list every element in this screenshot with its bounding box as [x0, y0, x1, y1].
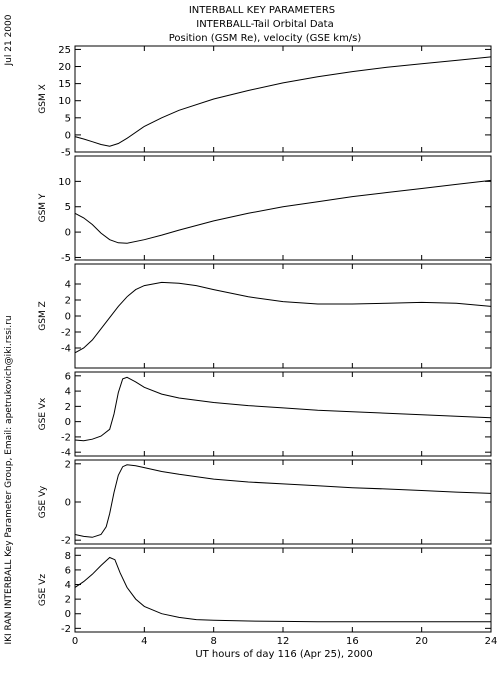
- y-axis-label: GSE Vz: [38, 574, 48, 606]
- y-axis-label: GSM Z: [38, 301, 48, 330]
- y-axis-label: GSE Vy: [38, 485, 48, 518]
- y-tick-label: 2: [65, 402, 71, 413]
- y-tick-label: 5: [65, 202, 71, 213]
- series-line-3: [74, 376, 492, 442]
- y-tick-label: 0: [65, 130, 71, 141]
- chart-title-line-1: INTERBALL KEY PARAMETERS: [189, 5, 335, 16]
- panel-frame: [74, 547, 492, 633]
- series-line-2: [74, 281, 492, 354]
- panel-frame: [74, 45, 492, 153]
- y-tick-label: 5: [65, 113, 71, 124]
- x-tick-label: 0: [72, 636, 78, 647]
- y-tick-label: 6: [65, 565, 71, 576]
- y-tick-label: 20: [58, 62, 71, 73]
- y-tick-label: 0: [65, 228, 71, 239]
- y-tick-label: 15: [58, 79, 71, 90]
- panel-frame: [74, 263, 492, 369]
- series-line-4: [74, 464, 492, 538]
- y-tick-label: 8: [65, 551, 71, 562]
- y-tick-label: -2: [61, 624, 71, 635]
- y-tick-label: 10: [58, 96, 71, 107]
- panel-frame: [74, 371, 492, 457]
- y-tick-label: 6: [65, 371, 71, 382]
- x-tick-label: 12: [277, 636, 290, 647]
- y-tick-label: 0: [65, 417, 71, 428]
- x-tick-label: 24: [485, 636, 498, 647]
- x-tick-label: 20: [415, 636, 428, 647]
- series-line-0: [74, 56, 492, 147]
- y-tick-label: -5: [61, 148, 71, 159]
- y-axis-label: GSE Vx: [38, 397, 48, 430]
- y-tick-label: 0: [65, 312, 71, 323]
- x-axis-label: UT hours of day 116 (Apr 25), 2000: [195, 649, 372, 660]
- panel-2: -4 -2 0 2 4 GSM Z: [38, 263, 492, 369]
- panel-0: -5 0 5 10 15 20 25 GSM X: [38, 45, 492, 159]
- y-tick-label: 2: [65, 595, 71, 606]
- plot-date: Jul 21 2000: [4, 14, 14, 66]
- credit-line: IKI RAN INTERBALL Key Parameter Group, E…: [4, 315, 14, 644]
- series-line-1: [74, 179, 492, 244]
- panel-3: -4 -2 0 2 4 6 GSE Vx: [38, 371, 492, 459]
- y-tick-label: 10: [58, 177, 71, 188]
- y-tick-label: -4: [61, 448, 71, 459]
- series-line-5: [74, 556, 491, 623]
- y-tick-label: 2: [65, 459, 71, 470]
- panel-1: -5 0 5 10 GSM Y: [38, 155, 492, 264]
- y-tick-label: 4: [65, 580, 71, 591]
- y-tick-label: 25: [58, 45, 71, 56]
- panel-4: -2 0 2 GSE Vy: [38, 459, 492, 547]
- y-axis-label: GSM Y: [38, 193, 48, 222]
- x-tick-label: 16: [346, 636, 359, 647]
- y-tick-label: 2: [65, 296, 71, 307]
- y-tick-label: -2: [61, 536, 71, 547]
- chart-title-line-3: Position (GSM Re), velocity (GSE km/s): [169, 33, 362, 44]
- y-tick-label: -2: [61, 432, 71, 443]
- y-tick-label: 0: [65, 609, 71, 620]
- chart-title-line-2: INTERBALL-Tail Orbital Data: [196, 19, 333, 30]
- y-tick-label: 4: [65, 387, 71, 398]
- panel-frame: [74, 459, 492, 545]
- y-tick-label: -5: [61, 253, 71, 264]
- y-tick-label: 4: [65, 280, 71, 291]
- y-tick-label: -2: [61, 328, 71, 339]
- x-tick-label: 4: [141, 636, 147, 647]
- y-tick-label: -4: [61, 344, 71, 355]
- panel-frame: [74, 155, 492, 261]
- x-tick-label: 8: [210, 636, 216, 647]
- y-tick-label: 0: [65, 498, 71, 509]
- y-axis-label: GSM X: [38, 84, 48, 113]
